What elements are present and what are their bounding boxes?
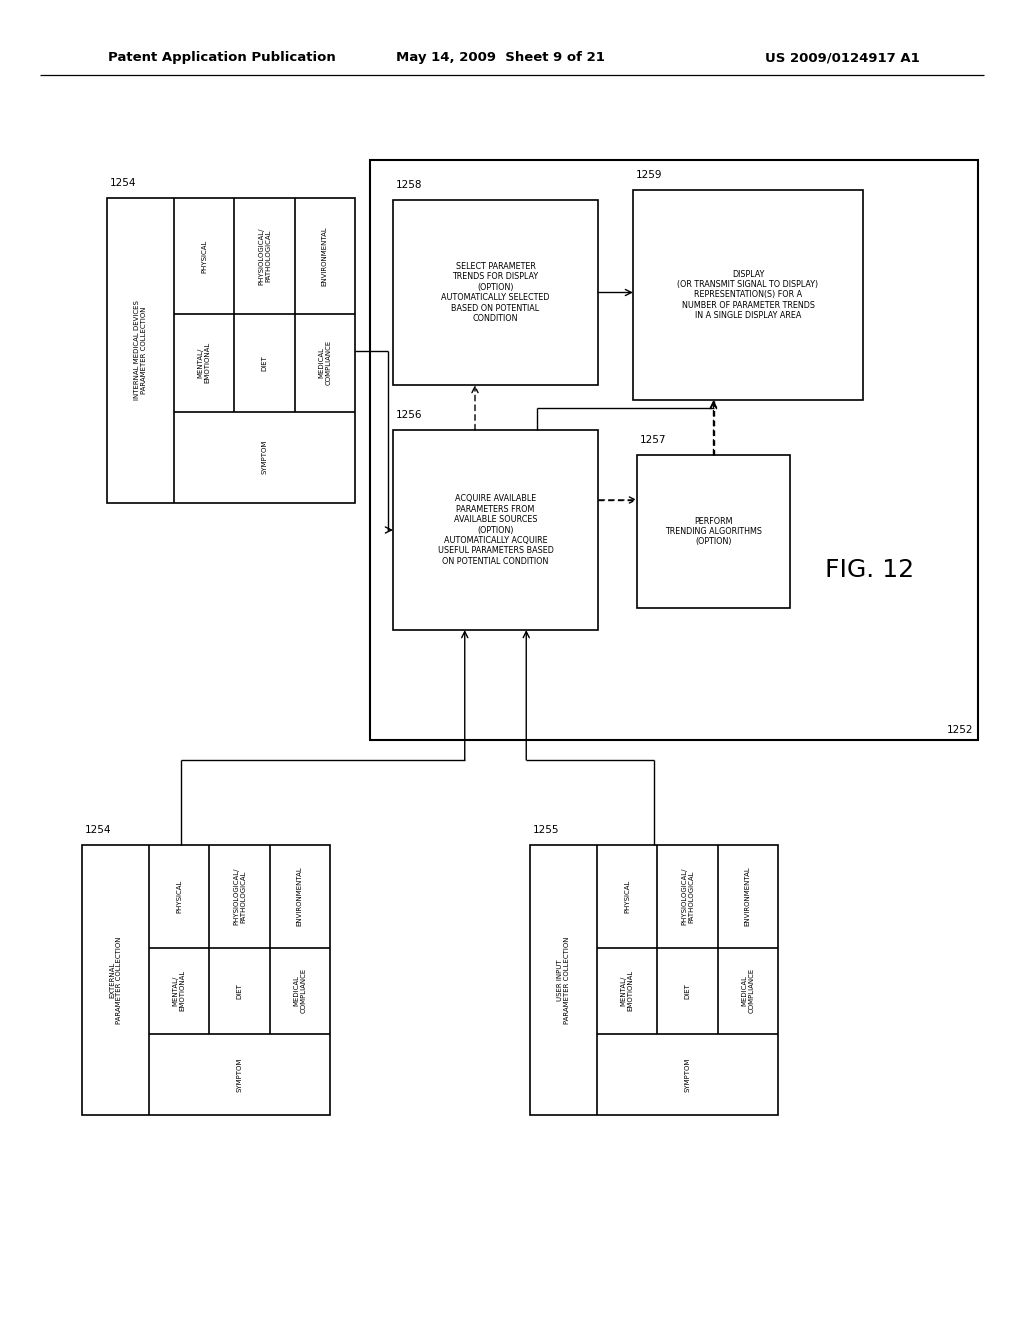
Text: PHYSIOLOGICAL/
PATHOLOGICAL: PHYSIOLOGICAL/ PATHOLOGICAL [681,867,694,925]
Text: USER INPUT
PARAMETER COLLECTION: USER INPUT PARAMETER COLLECTION [557,936,570,1024]
Bar [637,455,790,609]
Text: EXTERNAL
PARAMETER COLLECTION: EXTERNAL PARAMETER COLLECTION [109,936,122,1024]
Text: 1254: 1254 [85,825,112,836]
Text: SYMPTOM: SYMPTOM [261,440,267,474]
Text: 1255: 1255 [534,825,559,836]
Text: 1254: 1254 [110,178,136,187]
Text: 1257: 1257 [640,436,667,445]
Text: SYMPTOM: SYMPTOM [237,1057,243,1092]
Text: 1256: 1256 [396,411,423,420]
Text: US 2009/0124917 A1: US 2009/0124917 A1 [765,51,920,65]
Text: DISPLAY
(OR TRANSMIT SIGNAL TO DISPLAY)
REPRESENTATION(S) FOR A
NUMBER OF PARAME: DISPLAY (OR TRANSMIT SIGNAL TO DISPLAY) … [678,269,818,321]
Text: MENTAL/
EMOTIONAL: MENTAL/ EMOTIONAL [198,342,211,383]
Text: DIET: DIET [684,983,690,999]
Text: May 14, 2009  Sheet 9 of 21: May 14, 2009 Sheet 9 of 21 [395,51,604,65]
Bar [82,845,330,1115]
Text: 1258: 1258 [396,180,423,190]
Text: MEDICAL
COMPLIANCE: MEDICAL COMPLIANCE [318,341,332,385]
Text: 1259: 1259 [636,170,663,180]
Text: SELECT PARAMETER
TRENDS FOR DISPLAY
(OPTION)
AUTOMATICALLY SELECTED
BASED ON POT: SELECT PARAMETER TRENDS FOR DISPLAY (OPT… [441,261,550,323]
Text: MEDICAL
COMPLIANCE: MEDICAL COMPLIANCE [741,968,755,1014]
Bar [530,845,778,1115]
Text: 1252: 1252 [946,725,973,735]
Text: PHYSIOLOGICAL/
PATHOLOGICAL: PHYSIOLOGICAL/ PATHOLOGICAL [233,867,246,925]
Text: MEDICAL
COMPLIANCE: MEDICAL COMPLIANCE [293,968,306,1014]
Text: ENVIRONMENTAL: ENVIRONMENTAL [322,226,328,286]
Text: ENVIRONMENTAL: ENVIRONMENTAL [744,866,751,927]
Bar [370,160,978,741]
Text: DIET: DIET [261,355,267,371]
Text: INTERNAL MEDICAL DEVICES
PARAMETER COLLECTION: INTERNAL MEDICAL DEVICES PARAMETER COLLE… [134,301,147,400]
Bar [393,430,598,630]
Text: ACQUIRE AVAILABLE
PARAMETERS FROM
AVAILABLE SOURCES
(OPTION)
AUTOMATICALLY ACQUI: ACQUIRE AVAILABLE PARAMETERS FROM AVAILA… [437,494,553,566]
Text: PHYSICAL: PHYSICAL [176,879,182,913]
Text: ENVIRONMENTAL: ENVIRONMENTAL [297,866,303,927]
Text: PERFORM
TRENDING ALGORITHMS
(OPTION): PERFORM TRENDING ALGORITHMS (OPTION) [665,516,762,546]
Text: PHYSICAL: PHYSICAL [201,239,207,273]
Text: FIG. 12: FIG. 12 [825,558,914,582]
Text: DIET: DIET [237,983,243,999]
Text: SYMPTOM: SYMPTOM [684,1057,690,1092]
Text: Patent Application Publication: Patent Application Publication [108,51,336,65]
Text: MENTAL/
EMOTIONAL: MENTAL/ EMOTIONAL [173,970,185,1011]
Text: PHYSIOLOGICAL/
PATHOLOGICAL: PHYSIOLOGICAL/ PATHOLOGICAL [258,227,271,285]
Bar [633,190,863,400]
Bar [393,201,598,385]
Text: PHYSICAL: PHYSICAL [625,879,630,913]
Text: MENTAL/
EMOTIONAL: MENTAL/ EMOTIONAL [621,970,634,1011]
Bar [106,198,355,503]
